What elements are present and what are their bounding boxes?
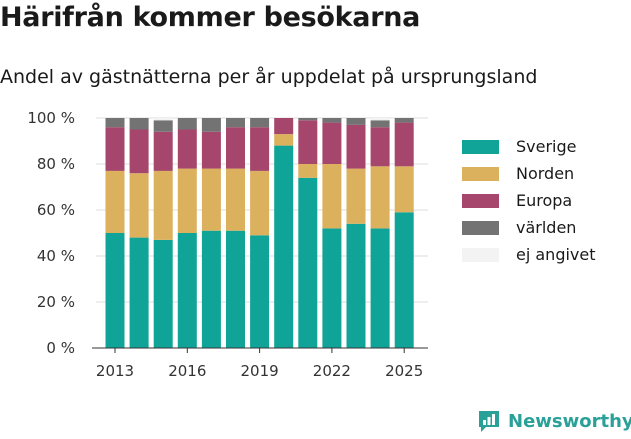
- bar-segment-ej-angivet-2015: [153, 118, 173, 121]
- bar-segment-norden-2021: [298, 164, 318, 178]
- bar-segment-europa-2022: [322, 122, 342, 164]
- bar-segment-europa-2013: [105, 127, 125, 171]
- bar-segment-världen-2016: [177, 118, 197, 130]
- bar-segment-sverige-2021: [298, 177, 318, 348]
- bar-segment-världen-2015: [153, 120, 173, 132]
- bar-segment-norden-2017: [201, 168, 221, 231]
- y-tick-label: 60 %: [37, 201, 75, 219]
- bar-segment-sverige-2018: [226, 230, 245, 348]
- bar-segment-norden-2016: [177, 168, 197, 233]
- brand-logo: Newsworthy: [476, 408, 631, 434]
- x-tick-label: 2013: [96, 362, 134, 380]
- legend-item: ej angivet: [462, 241, 596, 268]
- bar-segment-norden-2020: [274, 134, 294, 146]
- bar-segment-världen-2017: [201, 118, 221, 132]
- bar-segment-sverige-2023: [346, 223, 366, 348]
- legend-item: Europa: [462, 187, 596, 214]
- bar-segment-norden-2022: [322, 164, 342, 229]
- bar-segment-norden-2018: [226, 168, 245, 231]
- axes: 0 % 20 % 40 % 60 % 80 % 100 % 2013 2016 2019 2022…: [27, 109, 428, 380]
- legend-label: Norden: [516, 164, 575, 183]
- bar-segment-världen-2022: [322, 118, 342, 123]
- chart-title: Härifrån kommer besökarna: [0, 2, 421, 33]
- legend-label: Europa: [516, 191, 573, 210]
- legend-item: världen: [462, 214, 596, 241]
- bar-segment-världen-2014: [129, 118, 149, 130]
- legend-item: Sverige: [462, 133, 596, 160]
- bar-segment-världen-2025: [394, 118, 414, 123]
- bar-segment-europa-2025: [394, 122, 414, 167]
- y-tick-label: 20 %: [37, 293, 75, 311]
- bar-segment-europa-2023: [346, 124, 366, 169]
- x-tick-label: 2022: [313, 362, 351, 380]
- bar-segment-ej-angivet-2024: [370, 118, 390, 121]
- bars: [105, 118, 414, 348]
- legend-swatch: [462, 220, 499, 235]
- x-tick-label: 2025: [385, 362, 423, 380]
- legend-label: ej angivet: [516, 245, 596, 264]
- bar-segment-europa-2019: [250, 127, 270, 171]
- legend-swatch: [462, 247, 499, 262]
- bar-segment-sverige-2019: [250, 235, 270, 348]
- bar-segment-världen-2013: [105, 118, 125, 128]
- bar-segment-norden-2013: [105, 170, 125, 233]
- bar-segment-sverige-2015: [153, 239, 173, 348]
- bar-segment-världen-2023: [346, 118, 366, 125]
- bar-segment-sverige-2020: [274, 145, 294, 348]
- legend-label: världen: [516, 218, 577, 237]
- y-tick-label: 80 %: [37, 155, 75, 173]
- bar-segment-europa-2021: [298, 120, 318, 164]
- bar-segment-sverige-2014: [129, 237, 149, 348]
- legend-item: Norden: [462, 160, 596, 187]
- bar-segment-sverige-2024: [370, 228, 390, 348]
- bar-segment-världen-2018: [226, 118, 245, 128]
- chart-subtitle: Andel av gästnätterna per år uppdelat på…: [0, 66, 538, 88]
- y-tick-label: 40 %: [37, 247, 75, 265]
- bar-segment-norden-2015: [153, 170, 173, 240]
- x-tick-label: 2016: [168, 362, 206, 380]
- bar-segment-sverige-2013: [105, 233, 125, 348]
- bar-segment-världen-2021: [298, 118, 318, 121]
- bar-segment-sverige-2022: [322, 228, 342, 348]
- legend-swatch: [462, 193, 499, 208]
- bar-segment-världen-2024: [370, 120, 390, 128]
- bar-segment-europa-2016: [177, 129, 197, 169]
- bar-segment-norden-2024: [370, 166, 390, 229]
- bar-segment-europa-2014: [129, 129, 149, 174]
- legend-swatch: [462, 166, 499, 181]
- bar-segment-sverige-2025: [394, 212, 414, 348]
- y-tick-label: 0 %: [46, 339, 75, 357]
- legend-label: Sverige: [516, 137, 577, 156]
- bar-segment-sverige-2016: [177, 233, 197, 348]
- bar-segment-europa-2024: [370, 127, 390, 167]
- bar-segment-norden-2014: [129, 173, 149, 238]
- bar-segment-europa-2018: [226, 127, 245, 169]
- legend-swatch: [462, 139, 499, 154]
- bar-segment-norden-2019: [250, 170, 270, 236]
- brand-name: Newsworthy: [508, 410, 631, 432]
- bar-segment-europa-2017: [201, 131, 221, 169]
- legend: Sverige Norden Europa världen ej angivet: [462, 133, 596, 268]
- bar-segment-norden-2025: [394, 166, 414, 213]
- bar-segment-världen-2019: [250, 118, 270, 128]
- bar-segment-europa-2020: [274, 118, 294, 135]
- x-tick-label: 2019: [241, 362, 279, 380]
- bar-segment-norden-2023: [346, 168, 366, 224]
- newsworthy-logo-icon: [479, 411, 499, 432]
- y-tick-label: 100 %: [27, 109, 75, 127]
- bar-segment-sverige-2017: [201, 230, 221, 348]
- bar-segment-europa-2015: [153, 131, 173, 171]
